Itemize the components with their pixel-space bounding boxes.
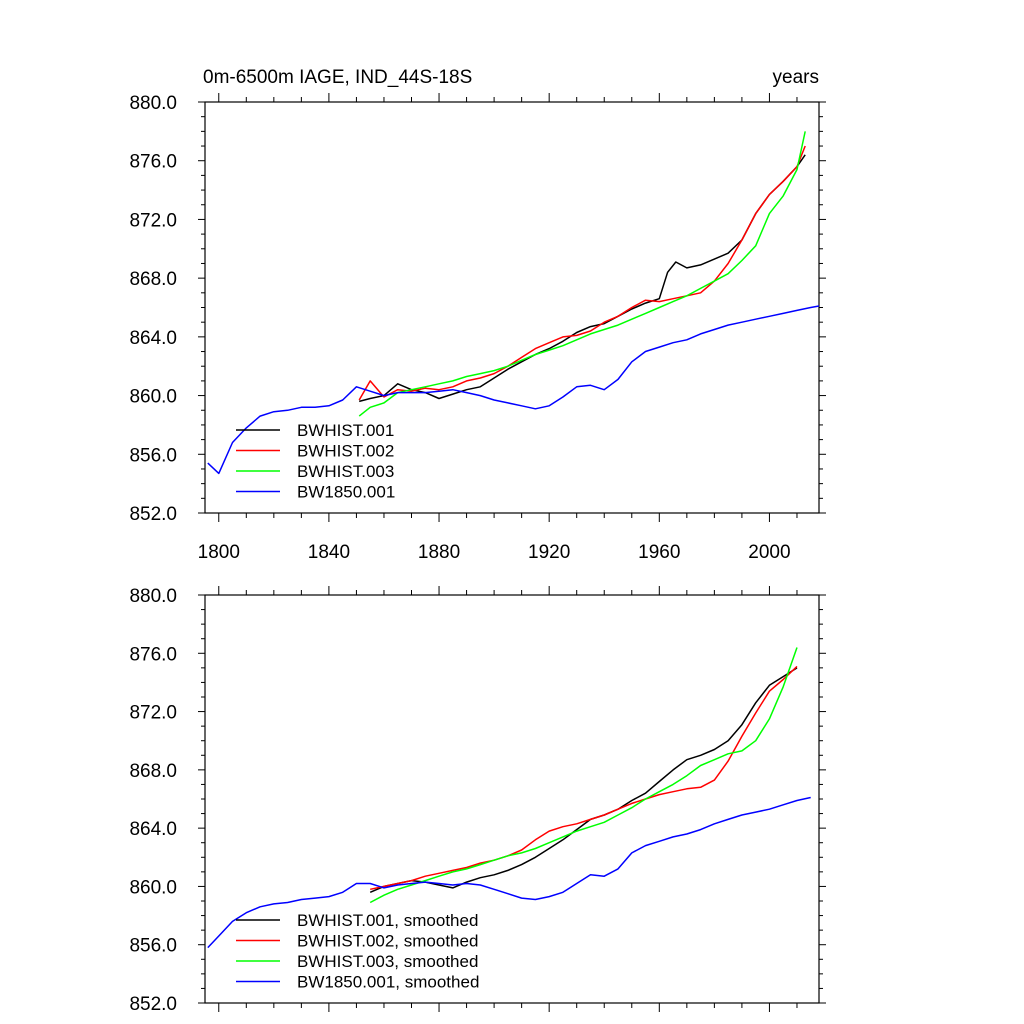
y-tick-label: 860.0 xyxy=(129,387,177,408)
y-tick-label: 860.0 xyxy=(129,877,177,898)
y-tick-label: 876.0 xyxy=(129,644,177,665)
series-line xyxy=(370,665,798,891)
y-tick-label: 868.0 xyxy=(129,761,177,782)
y-tick-label: 876.0 xyxy=(129,152,177,173)
legend-label: BWHIST.003, smoothed xyxy=(297,952,478,971)
legend-label: BWHIST.001, smoothed xyxy=(297,911,478,930)
legend-label: BW1850.001, smoothed xyxy=(297,973,479,992)
y-tick-label: 856.0 xyxy=(129,445,177,466)
series-line xyxy=(207,796,811,949)
y-tick-label: 852.0 xyxy=(129,504,177,525)
y-tick-label: 880.0 xyxy=(129,93,177,114)
series-line xyxy=(369,647,798,904)
y-tick-label: 864.0 xyxy=(129,328,177,349)
legend-label: BWHIST.002 xyxy=(297,442,394,461)
x-tick-label: 1800 xyxy=(198,542,240,563)
legend-label: BWHIST.002, smoothed xyxy=(297,932,478,951)
y-tick-label: 852.0 xyxy=(129,994,177,1015)
series-line xyxy=(369,667,798,893)
x-tick-label: 1840 xyxy=(308,542,350,563)
x-tick-label: 1880 xyxy=(418,542,460,563)
series-line xyxy=(207,305,820,475)
y-tick-label: 856.0 xyxy=(129,936,177,957)
units-label: years xyxy=(773,67,819,88)
x-tick-label: 2000 xyxy=(748,542,790,563)
y-tick-label: 864.0 xyxy=(129,819,177,840)
chart-title: 0m-6500m IAGE, IND_44S-18S xyxy=(203,67,472,88)
legend-label: BW1850.001 xyxy=(297,483,395,502)
y-tick-label: 868.0 xyxy=(129,269,177,290)
top-panel: 852.0 856.0 860.0 864.0 868.0 872.0 876.0 880.0… xyxy=(129,93,826,563)
y-tick-label: 872.0 xyxy=(129,703,177,724)
bottom-panel: 852.0 856.0 860.0 864.0 868.0 872.0 876.0 880.0… xyxy=(129,586,826,1015)
y-tick-label: 880.0 xyxy=(129,586,177,607)
legend-label: BWHIST.001 xyxy=(297,421,394,440)
y-tick-label: 872.0 xyxy=(129,210,177,231)
series-line xyxy=(358,131,806,417)
series-line xyxy=(359,154,806,403)
legend-label: BWHIST.003 xyxy=(297,462,394,481)
series-line xyxy=(358,145,806,401)
x-tick-label: 1960 xyxy=(638,542,680,563)
x-tick-label: 1920 xyxy=(528,542,570,563)
